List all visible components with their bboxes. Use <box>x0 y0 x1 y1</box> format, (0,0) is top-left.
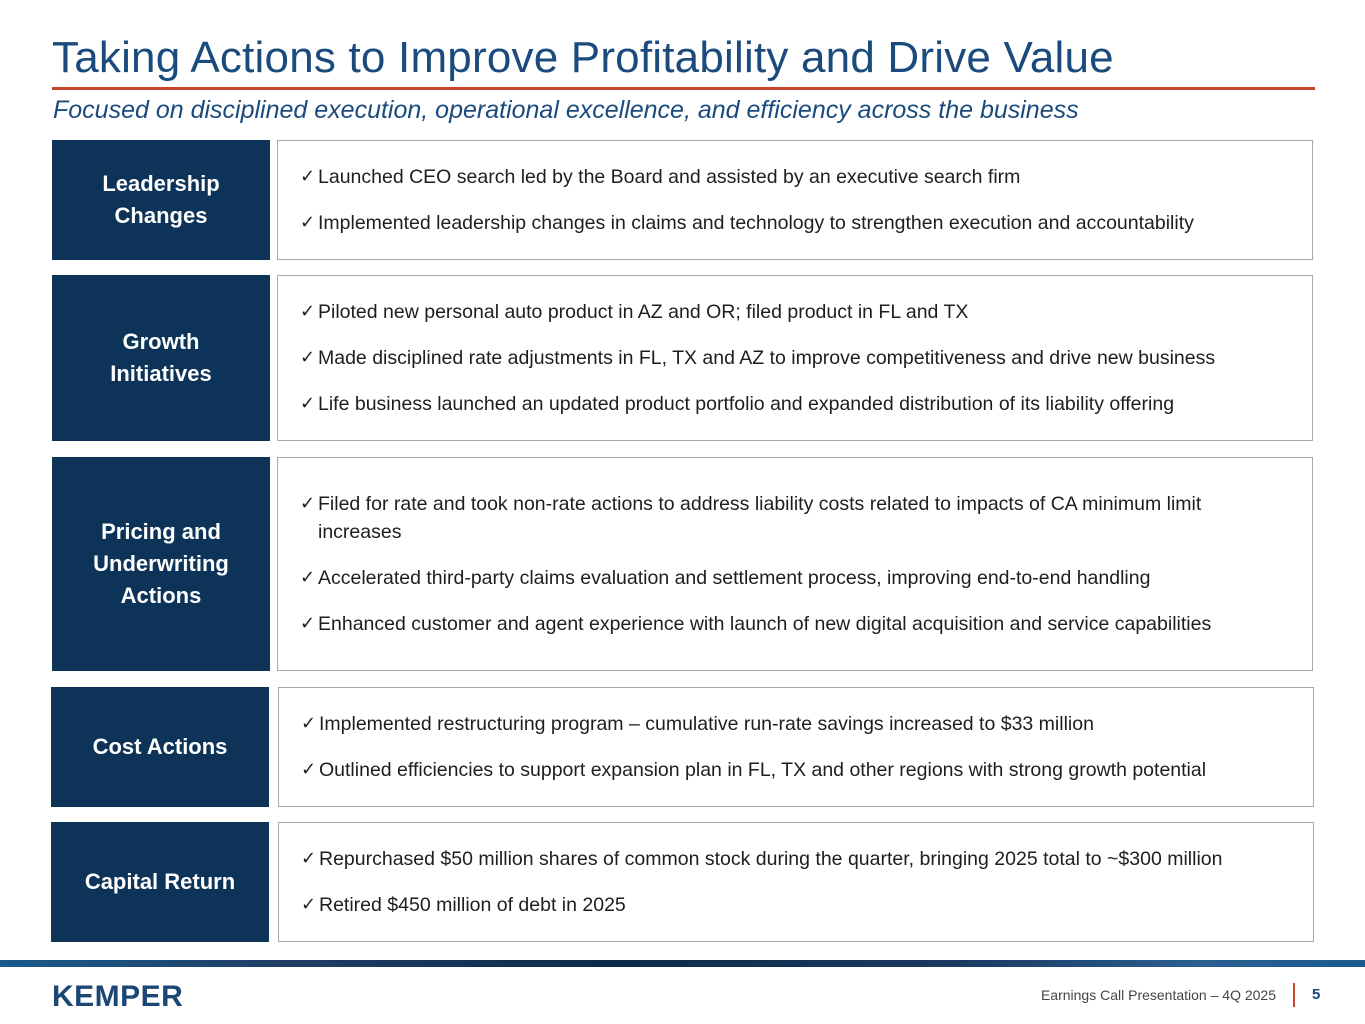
section-label-pricing: Pricing and Underwriting Actions <box>52 457 270 671</box>
check-icon: ✓ <box>300 166 316 187</box>
footer-divider <box>1293 983 1295 1007</box>
item-text: Made disciplined rate adjustments in FL,… <box>318 347 1216 369</box>
section-box-cost: ✓ Implemented restructuring program – cu… <box>278 687 1314 807</box>
section-label-text: Pricing and Underwriting Actions <box>93 519 229 608</box>
section-label-text: Cost Actions <box>92 734 228 759</box>
list-item: ✓ Retired $450 million of debt in 2025 <box>301 891 1313 919</box>
item-text: Life business launched an updated produc… <box>318 393 1175 415</box>
list-item: ✓ Made disciplined rate adjustments in F… <box>300 344 1312 372</box>
check-icon: ✓ <box>301 713 317 734</box>
list-item: ✓ Accelerated third-party claims evaluat… <box>300 564 1312 592</box>
list-item: ✓ Life business launched an updated prod… <box>300 390 1312 418</box>
footer-band <box>0 960 1365 967</box>
check-icon: ✓ <box>300 613 316 634</box>
section-label-text: Capital Return <box>84 869 236 894</box>
item-text: Implemented leadership changes in claims… <box>318 212 1194 234</box>
section-box-pricing: ✓ Filed for rate and took non-rate actio… <box>277 457 1313 671</box>
check-icon: ✓ <box>301 848 317 869</box>
item-text: Accelerated third-party claims evaluatio… <box>318 567 1151 589</box>
page-subtitle: Focused on disciplined execution, operat… <box>53 96 1079 124</box>
section-label-text: Leadership Changes <box>102 171 220 228</box>
footer-presentation-label: Earnings Call Presentation – 4Q 2025 <box>1040 987 1276 1003</box>
section-label-capital: Capital Return <box>51 822 269 942</box>
list-item: ✓ Launched CEO search led by the Board a… <box>300 163 1312 191</box>
title-underline <box>52 87 1315 90</box>
item-text: Implemented restructuring program – cumu… <box>319 713 1094 735</box>
check-icon: ✓ <box>300 493 316 514</box>
page-title: Taking Actions to Improve Profitability … <box>52 33 1114 82</box>
list-item: ✓ Enhanced customer and agent experience… <box>300 610 1312 638</box>
item-text: Outlined efficiencies to support expansi… <box>319 759 1207 781</box>
item-text: Retired $450 million of debt in 2025 <box>319 894 626 916</box>
list-item: ✓ Outlined efficiencies to support expan… <box>301 756 1313 784</box>
item-text: Repurchased $50 million shares of common… <box>319 848 1223 870</box>
list-item: ✓ Implemented restructuring program – cu… <box>301 710 1313 738</box>
section-label-text: Growth Initiatives <box>110 329 212 386</box>
page-number: 5 <box>1312 986 1321 1003</box>
item-text: Enhanced customer and agent experience w… <box>318 613 1212 635</box>
section-label-cost: Cost Actions <box>51 687 269 807</box>
list-item: ✓ Piloted new personal auto product in A… <box>300 298 1312 326</box>
check-icon: ✓ <box>300 212 316 233</box>
check-icon: ✓ <box>300 393 316 414</box>
list-item: ✓ Implemented leadership changes in clai… <box>300 209 1312 237</box>
kemper-logo: KEMPER <box>52 980 184 1013</box>
section-box-leadership: ✓ Launched CEO search led by the Board a… <box>277 140 1313 260</box>
item-text: Filed for rate and took non-rate actions… <box>318 493 1202 543</box>
check-icon: ✓ <box>300 567 316 588</box>
section-box-growth: ✓ Piloted new personal auto product in A… <box>277 275 1313 441</box>
check-icon: ✓ <box>301 759 317 780</box>
list-item: ✓ Repurchased $50 million shares of comm… <box>301 845 1313 873</box>
check-icon: ✓ <box>300 301 316 322</box>
section-label-growth: Growth Initiatives <box>52 275 270 441</box>
check-icon: ✓ <box>300 347 316 368</box>
section-box-capital: ✓ Repurchased $50 million shares of comm… <box>278 822 1314 942</box>
section-label-leadership: Leadership Changes <box>52 140 270 260</box>
list-item: ✓ Filed for rate and took non-rate actio… <box>300 490 1312 546</box>
item-text: Piloted new personal auto product in AZ … <box>318 301 969 323</box>
item-text: Launched CEO search led by the Board and… <box>318 166 1021 188</box>
check-icon: ✓ <box>301 894 317 915</box>
